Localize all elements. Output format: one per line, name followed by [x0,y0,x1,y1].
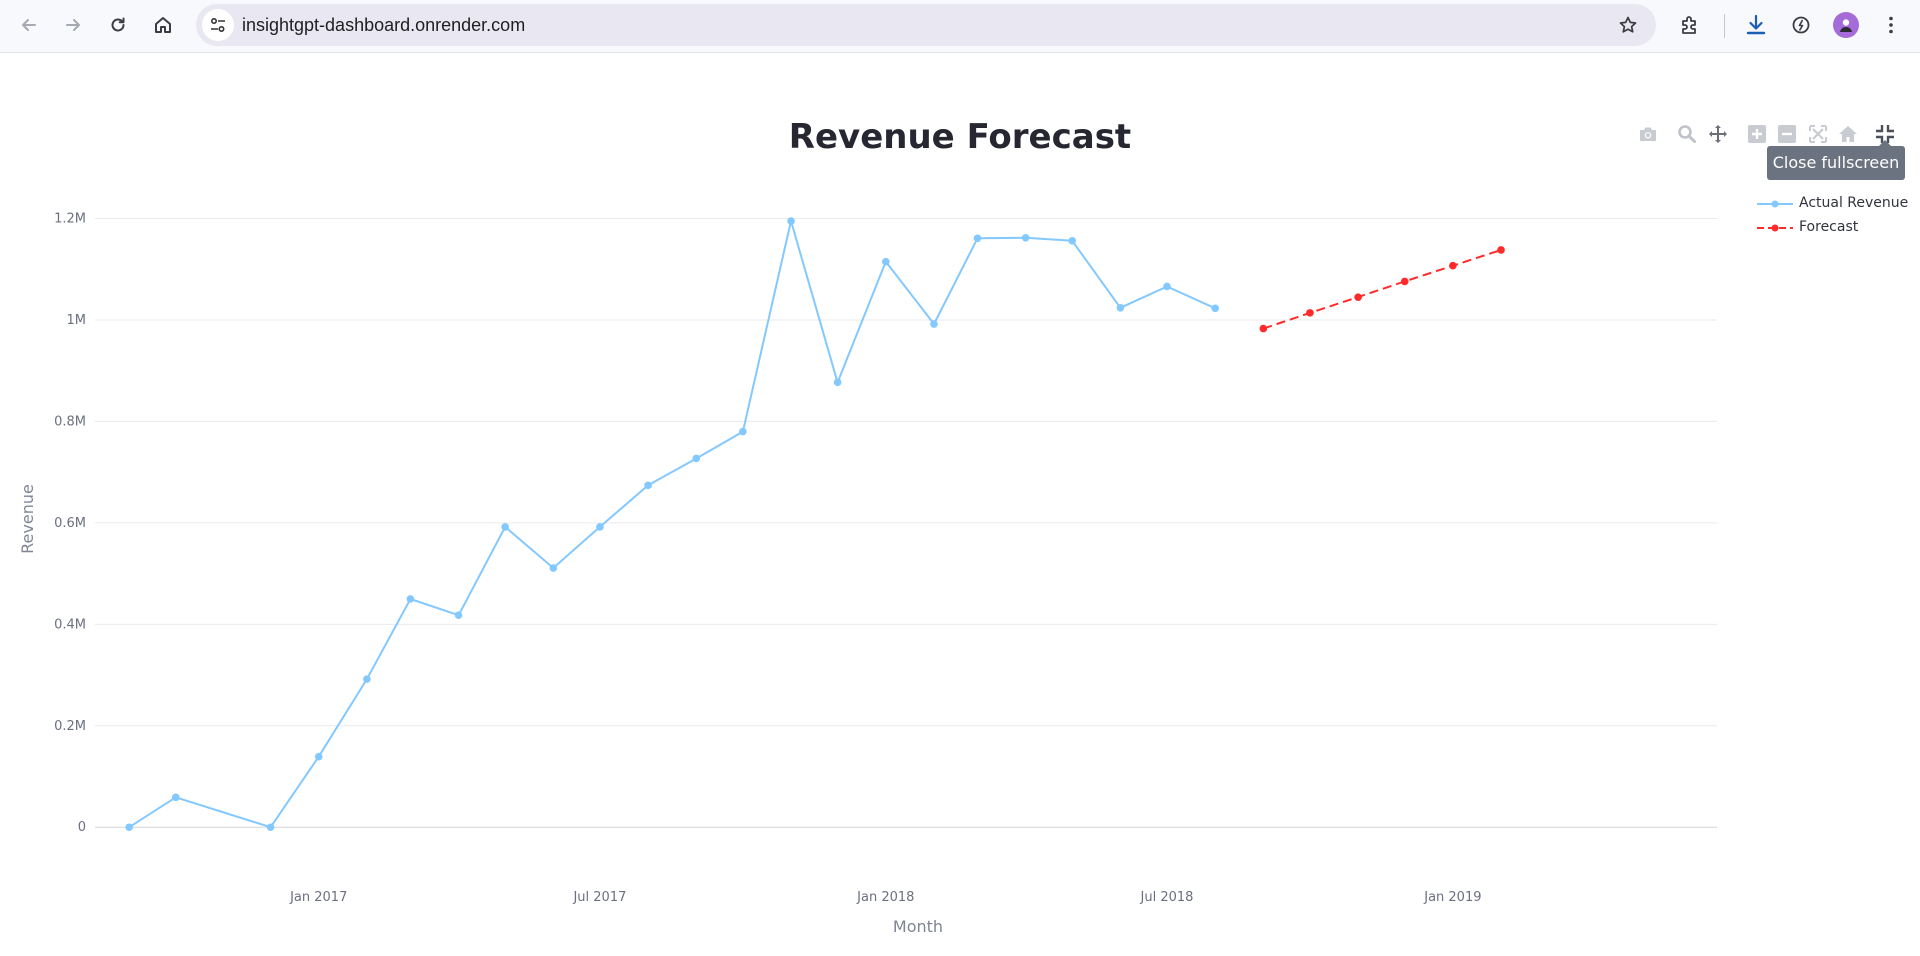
y-tick-label: 0 [78,820,86,835]
autoscale-icon [1809,125,1827,143]
y-tick-label: 0.6M [54,516,86,531]
speedometer-icon [1792,16,1810,34]
forward-button[interactable] [56,8,90,42]
back-button[interactable] [12,8,46,42]
tune-icon [210,17,225,33]
actual-revenue-point [882,257,890,266]
toolbar-divider [1724,14,1725,38]
chart-container: Revenue Forecast 0 0.2M 0.4M 0.6M 0.8M 1M 1.2M… [0,53,1920,956]
puzzle-icon [1682,16,1696,34]
reload-button[interactable] [101,8,135,42]
pan-button[interactable] [1706,121,1730,147]
forecast-point [1259,324,1268,333]
x-tick-label: Jul 2018 [1140,890,1194,905]
actual-revenue-point [314,752,323,761]
reset-axes-icon [1839,126,1857,142]
performance-button[interactable] [1784,8,1818,42]
actual-revenue-point [833,378,842,387]
close-fullscreen-tooltip: Close fullscreen [1767,146,1905,180]
forecast-point [1354,293,1362,301]
actual-revenue-point [973,234,982,243]
zoom-icon [1678,125,1696,143]
legend-label-forecast: Forecast [1799,219,1859,235]
home-icon [155,17,171,33]
zoom-button[interactable] [1675,121,1699,147]
tooltip-arrow [1879,140,1891,146]
actual-revenue-point [692,454,701,463]
actual-revenue-point [1068,237,1077,245]
arrow-right-icon [66,19,80,31]
fullscreen-exit-button[interactable] [1873,121,1897,147]
x-tick-label: Jan 2019 [1423,890,1481,905]
reload-icon [111,17,125,32]
arrow-left-icon [22,19,36,31]
url-text[interactable]: insightgpt-dashboard.onrender.com [242,15,526,35]
pan-icon [1709,125,1727,143]
download-icon [1746,14,1766,35]
forecast-point [1449,261,1457,270]
actual-revenue-point [454,611,463,620]
y-tick-label: 0.2M [54,719,86,734]
forecast-point [1497,246,1505,254]
x-axis-title: Month [893,917,943,936]
actual-revenue-point [363,675,371,683]
x-tick-label: Jan 2017 [289,890,347,905]
actual-revenue-point [549,564,558,572]
forecast-swatch [1757,224,1793,232]
forecast-point [1400,277,1409,286]
x-tick-label: Jul 2017 [572,890,626,905]
camera-button[interactable] [1636,121,1660,147]
actual-revenue-point [501,523,509,531]
avatar-icon [1840,19,1852,32]
zoom-in-icon [1748,125,1766,143]
y-tick-label: 0.8M [54,414,86,429]
profile-button[interactable] [1833,12,1859,38]
star-icon [1619,16,1637,33]
zoom-in-button[interactable] [1745,121,1769,147]
actual-revenue-point [596,523,604,531]
forecast-point [1306,309,1314,317]
y-tick-label: 1.2M [54,212,86,227]
fullscreen-exit-icon [1876,125,1894,143]
zoom-out-button[interactable] [1775,121,1799,147]
actual-revenue-point [171,793,180,802]
bookmark-button[interactable] [1612,9,1644,41]
actual-revenue-point [125,823,133,832]
revenue-forecast-chart[interactable]: 0 0.2M 0.4M 0.6M 0.8M 1M 1.2M Jan 2017 Jul 2017 J… [0,53,1920,956]
actual-revenue-point [787,217,795,225]
forecast-line [1262,249,1502,330]
legend-label-actual-revenue: Actual Revenue [1799,195,1909,211]
y-tick-label: 1M [67,313,87,328]
reset-axes-button[interactable] [1836,121,1860,147]
actual-revenue-point [1116,303,1125,312]
address-bar[interactable]: insightgpt-dashboard.onrender.com [196,4,1656,46]
extensions-button[interactable] [1673,8,1707,42]
home-button[interactable] [146,8,180,42]
actual-revenue-swatch [1757,200,1793,208]
actual-revenue-point [1211,304,1219,313]
legend: Actual Revenue Forecast [1755,193,1920,241]
downloads-button[interactable] [1739,8,1773,42]
actual-revenue-point [930,320,938,328]
actual-revenue-point [739,427,747,436]
site-info-button[interactable] [202,9,234,41]
legend-item-forecast[interactable]: Forecast [1755,217,1920,241]
chart-title: Revenue Forecast [788,117,1132,157]
actual-revenue-point [406,595,415,603]
camera-icon [1640,127,1656,141]
actual-revenue-point [266,823,275,832]
autoscale-button[interactable] [1806,121,1830,147]
actual-revenue-point [1163,282,1171,291]
zoom-out-icon [1778,125,1796,143]
browser-menu-button[interactable] [1874,8,1908,42]
legend-item-actual-revenue[interactable]: Actual Revenue [1755,193,1920,217]
x-tick-label: Jan 2018 [856,890,914,905]
y-tick-label: 0.4M [54,617,86,632]
browser-toolbar: insightgpt-dashboard.onrender.com [0,0,1920,53]
actual-revenue-point [644,481,652,490]
y-axis-title: Revenue [18,484,37,554]
actual-revenue-point [1021,233,1030,242]
kebab-menu-icon [1889,16,1893,34]
actual-revenue-line [128,220,1216,829]
